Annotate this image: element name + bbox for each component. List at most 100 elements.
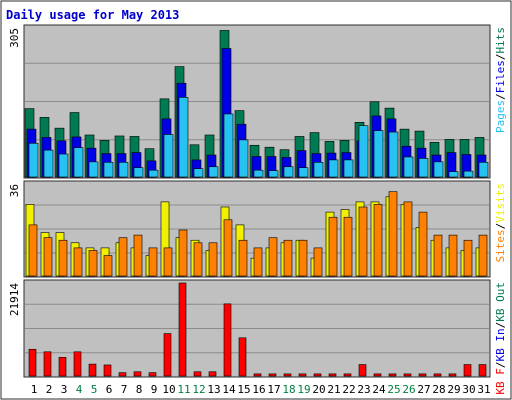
bar-sites: [298, 239, 308, 277]
bar-sites: [73, 247, 83, 277]
bar-pages: [223, 113, 234, 178]
bar-sites: [163, 247, 173, 277]
bar-sites: [478, 234, 488, 277]
day-label: 20: [312, 383, 325, 396]
bar-kb-f: [313, 373, 322, 377]
day-label: 13: [207, 383, 220, 396]
bar-sites: [253, 247, 263, 277]
day-label: 5: [91, 383, 98, 396]
day-label: 10: [162, 383, 175, 396]
day-label: 28: [432, 383, 445, 396]
bar-sites: [58, 239, 68, 277]
bar-kb-f: [328, 373, 337, 377]
bar-kb-f: [298, 373, 307, 377]
day-label: 24: [372, 383, 386, 396]
bar-pages: [178, 97, 189, 178]
legend-entry: /: [494, 223, 507, 230]
bar-kb-f: [58, 357, 67, 377]
bar-sites: [403, 201, 413, 277]
bar-sites: [463, 239, 473, 277]
bar-pages: [343, 159, 354, 178]
legend: KB F/KB In/KB Out: [494, 282, 507, 395]
bar-sites: [238, 239, 248, 277]
day-label: 1: [31, 383, 38, 396]
bar-sites: [148, 247, 158, 277]
panel-kb: 21914 KB F/KB In/KB Out: [8, 279, 507, 395]
bar-kb-f: [403, 373, 412, 377]
bar-sites: [193, 242, 203, 277]
bar-sites: [28, 224, 38, 277]
day-label: 17: [267, 383, 280, 396]
bar-kb-f: [133, 371, 142, 377]
chart-title: Daily usage for May 2013: [6, 8, 179, 22]
bar-kb-f: [448, 373, 457, 377]
bar-pages: [328, 159, 339, 178]
bar-sites: [133, 234, 143, 277]
bar-kb-f: [223, 303, 232, 377]
day-label: 25: [387, 383, 400, 396]
bar-pages: [388, 131, 399, 178]
bar-pages: [193, 168, 204, 178]
bar-sites: [343, 216, 353, 277]
day-label: 27: [417, 383, 430, 396]
bar-pages: [403, 156, 414, 178]
bar-pages: [253, 169, 264, 178]
bar-kb-f: [43, 351, 52, 377]
legend-entry: KB In: [494, 328, 507, 361]
day-label: 29: [447, 383, 460, 396]
bar-pages: [298, 167, 309, 178]
bar-sites: [268, 237, 278, 277]
day-labels: 1 2 3 4 5 6 7 8 9 10 11 12 13 14 15 16 17 18 19 20 21 22 23 24 2…: [31, 383, 491, 396]
day-label: 21: [327, 383, 340, 396]
bar-sites: [358, 206, 368, 277]
bar-sites: [208, 242, 218, 277]
legend: Sites/Visits: [494, 183, 507, 263]
bar-kb-f: [343, 373, 352, 377]
bar-kb-f: [283, 373, 292, 377]
bar-kb-f: [433, 373, 442, 377]
bar-pages: [418, 158, 429, 178]
day-label: 6: [106, 383, 113, 396]
bar-kb-f: [88, 363, 97, 377]
day-label: 15: [237, 383, 250, 396]
bar-pages: [238, 139, 249, 178]
legend-entry: KB F: [494, 368, 507, 395]
bar-sites: [88, 250, 98, 277]
day-label: 11: [177, 383, 190, 396]
bar-kb-f: [148, 372, 157, 377]
bar-kb-f: [388, 373, 397, 377]
bar-sites: [448, 234, 458, 277]
bar-pages: [28, 142, 39, 178]
day-label: 3: [61, 383, 68, 396]
day-label: 18: [282, 383, 295, 396]
bar-pages: [283, 166, 294, 178]
bar-kb-f: [178, 282, 187, 377]
bar-sites: [178, 229, 188, 277]
legend-entry: Pages: [494, 100, 507, 133]
bar-kb-f: [163, 333, 172, 377]
legend-entry: Hits: [494, 27, 507, 54]
bar-kb-f: [238, 337, 247, 377]
bar-pages: [373, 130, 384, 178]
day-label: 30: [462, 383, 475, 396]
legend-entry: /: [494, 93, 507, 100]
legend-entry: Files: [494, 60, 507, 93]
day-label: 16: [252, 383, 265, 396]
y-max-label: 21914: [8, 283, 21, 316]
bar-pages: [163, 134, 174, 178]
bar-sites: [418, 211, 428, 277]
bar-pages: [463, 170, 474, 178]
legend-entry: Visits: [494, 183, 507, 223]
y-max-label: 305: [8, 28, 21, 48]
bar-pages: [43, 149, 54, 178]
bar-pages: [58, 153, 69, 178]
legend: Pages/Files/Hits: [494, 27, 507, 133]
bar-pages: [118, 162, 129, 178]
bar-pages: [478, 162, 489, 178]
bar-kb-f: [418, 373, 427, 377]
bar-kb-f: [103, 364, 112, 377]
day-label: 23: [357, 383, 370, 396]
bar-sites: [433, 234, 443, 277]
bar-sites: [388, 191, 398, 277]
